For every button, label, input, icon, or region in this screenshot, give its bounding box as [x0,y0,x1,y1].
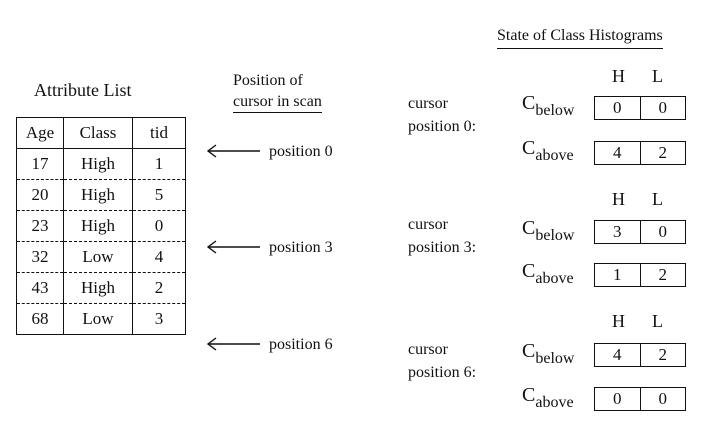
table-row: 32 Low 4 [16,241,186,273]
cursor-state-line1: cursor [408,216,448,233]
cursor-header-line1: Position of [233,72,303,89]
cursor-position-label: position 0 [269,143,333,160]
c-above-histogram: 4 2 [594,141,686,165]
high-count: 0 [595,97,641,119]
c-above-histogram: 0 0 [594,387,686,411]
column-label-l: L [652,66,663,86]
column-header-age: Age [16,117,64,149]
attribute-list-title: Attribute List [34,80,132,100]
c-above-label: Cabove [522,260,574,287]
column-label-l: L [652,311,663,331]
low-count: 2 [658,143,668,162]
age-cell: 43 [16,272,64,304]
low-count: 0 [658,389,668,408]
cursor-state-line2: position 0: [408,118,477,135]
table-row: 23 High 0 [16,210,186,242]
c-below-histogram: 4 2 [594,343,686,367]
class-cell: High [63,210,133,242]
column-label-h: H [612,66,625,86]
column-header-class: Class [63,117,133,149]
class-cell: High [63,179,133,211]
age-cell: 17 [16,148,64,180]
age-cell: 32 [16,241,64,273]
table-header-row: Age Class tid [16,117,186,149]
high-count: 4 [595,344,641,366]
c-above-label: Cabove [522,384,574,411]
tid-cell: 0 [132,210,186,242]
cursor-position-label: position 3 [269,239,333,256]
age-cell: 68 [16,303,64,335]
cursor-state-label: cursor position 6: [408,338,476,384]
left-arrow-icon [206,144,260,158]
c-below-label: Cbelow [522,217,575,244]
table-row: 20 High 5 [16,179,186,211]
high-count: 3 [595,221,641,243]
table-row: 68 Low 3 [16,303,186,335]
class-cell: Low [63,241,133,273]
column-label-h: H [612,189,625,209]
left-arrow-icon [206,240,260,254]
high-count: 0 [595,388,641,410]
attribute-list-table: Age Class tid 17 High 1 20 High 5 23 Hig… [16,117,186,335]
cursor-state-label: cursor position 3: [408,213,476,259]
low-count: 2 [658,345,668,364]
left-arrow-icon [206,337,260,351]
cursor-header-line2: cursor in scan [233,91,322,113]
c-below-histogram: 0 0 [594,96,686,120]
c-above-label: Cabove [522,137,574,164]
low-count: 0 [658,222,668,241]
tid-cell: 3 [132,303,186,335]
table-row: 43 High 2 [16,272,186,304]
low-count: 0 [658,98,668,117]
c-below-histogram: 3 0 [594,220,686,244]
low-count: 2 [658,265,668,284]
high-count: 4 [595,142,641,164]
cursor-state-label: cursor position 0: [408,92,476,138]
cursor-state-line2: position 3: [408,239,477,256]
cursor-column-header: Position of cursor in scan [233,70,322,113]
c-below-label: Cbelow [522,340,575,367]
cursor-position-label: position 6 [269,336,333,353]
c-above-histogram: 1 2 [594,263,686,287]
class-cell: Low [63,303,133,335]
tid-cell: 4 [132,241,186,273]
column-header-tid: tid [132,117,186,149]
c-below-label: Cbelow [522,92,575,119]
column-label-h: H [612,311,625,331]
tid-cell: 5 [132,179,186,211]
tid-cell: 2 [132,272,186,304]
high-count: 1 [595,264,641,286]
age-cell: 23 [16,210,64,242]
class-cell: High [63,272,133,304]
table-row: 17 High 1 [16,148,186,180]
column-label-l: L [652,189,663,209]
histograms-title: State of Class Histograms [497,27,663,49]
cursor-state-line1: cursor [408,341,448,358]
age-cell: 20 [16,179,64,211]
cursor-state-line1: cursor [408,95,448,112]
tid-cell: 1 [132,148,186,180]
class-cell: High [63,148,133,180]
cursor-state-line2: position 6: [408,364,477,381]
